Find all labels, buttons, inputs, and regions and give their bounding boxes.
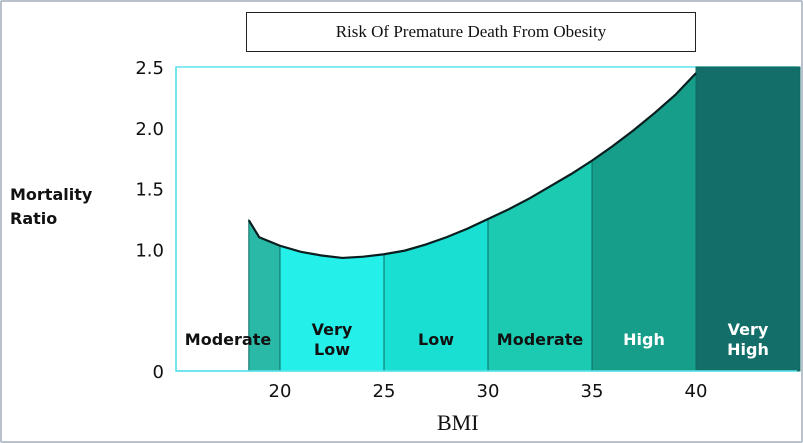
- chart-title: Risk Of Premature Death From Obesity: [246, 12, 696, 52]
- mortality-curve: [247, 72, 697, 260]
- x-tick-label-3: 30: [477, 381, 500, 402]
- zone-label-1-line-1: Moderate: [185, 330, 272, 349]
- x-tick-label-4: 35: [581, 381, 604, 402]
- x-tick-label-5: 40: [685, 381, 708, 402]
- x-axis-label: BMI: [437, 410, 479, 435]
- y-tick-label-1: 0: [153, 362, 164, 383]
- y-tick-label-2: 1.0: [135, 240, 164, 261]
- y-tick-label-3: 1.5: [135, 180, 164, 201]
- y-axis-label-line-2: Ratio: [10, 209, 58, 228]
- zone-area-5: [591, 71, 697, 372]
- zone-label-3-line-1: Low: [418, 330, 454, 349]
- zone-label-6-line-1: Very: [728, 320, 769, 339]
- y-tick-label-5: 2.5: [135, 58, 164, 79]
- y-axis-label-line-1: Mortality: [10, 185, 93, 204]
- zone-label-4-line-1: Moderate: [497, 330, 584, 349]
- zone-label-5-line-1: High: [623, 330, 665, 349]
- zone-label-2-line-1: Very: [312, 320, 353, 339]
- x-tick-label-1: 20: [269, 381, 292, 402]
- chart-title-text: Risk Of Premature Death From Obesity: [335, 22, 607, 41]
- zone-label-6-line-2: High: [727, 340, 769, 359]
- y-axis-label: Mortality Ratio: [10, 183, 138, 231]
- x-tick-label-2: 25: [373, 381, 396, 402]
- y-tick-label-4: 2.0: [135, 119, 164, 140]
- zone-label-2-line-2: Low: [314, 340, 350, 359]
